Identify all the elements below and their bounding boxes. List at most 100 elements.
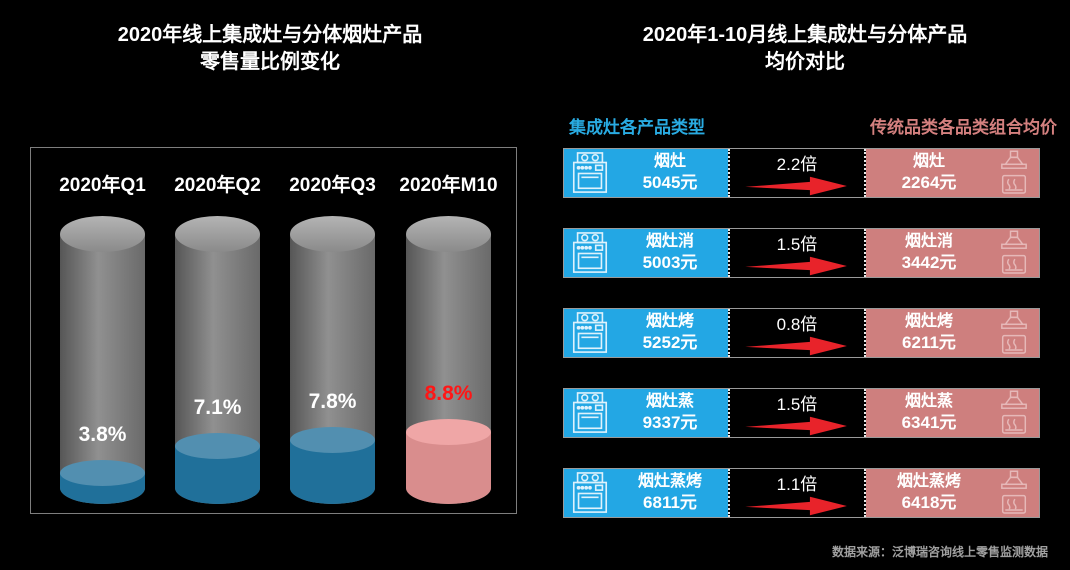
comparison-row: 烟灶烤 5252元 0.8倍 烟灶烤 6211元: [563, 308, 1040, 358]
multiple-cell: 1.5倍: [728, 229, 866, 277]
traditional-product-cell: 烟灶烤 6211元: [866, 309, 1039, 357]
traditional-product-price: 6418元: [901, 493, 957, 513]
traditional-product-price: 6211元: [902, 333, 956, 353]
bar-category-label: 2020年M10: [399, 175, 498, 196]
cylinder-fill: [60, 460, 145, 504]
integrated-column-header: 集成灶各产品类型: [569, 118, 705, 137]
cylinder-fill: [406, 419, 491, 504]
multiple-label: 0.8倍: [776, 314, 818, 334]
left-chart-title-line1: 2020年线上集成灶与分体烟灶产品: [117, 24, 423, 46]
multiple-cell: 0.8倍: [728, 309, 866, 357]
fill-top: [175, 433, 260, 459]
cylinder-top: [175, 216, 260, 252]
cylinder-m10: 8.8%: [406, 216, 491, 504]
hood-stove-icon: [992, 150, 1036, 196]
multiple-cell: 1.1倍: [728, 469, 866, 517]
cylinder-top: [60, 216, 145, 252]
cylinder-chart: 2020年Q1 3.8% 2020年Q2 7.1% 2020年Q3: [30, 147, 517, 514]
bar-value-label: 7.8%: [308, 390, 357, 413]
cylinder-top: [290, 216, 375, 252]
integrated-product-price: 6811元: [643, 493, 697, 513]
hood-stove-icon: [992, 390, 1036, 436]
integrated-stove-icon: [568, 471, 612, 515]
bar-value-label: 8.8%: [424, 382, 473, 405]
cylinder-q3: 7.8%: [290, 216, 375, 504]
bar-category-label: 2020年Q3: [289, 175, 376, 196]
traditional-product-cell: 烟灶消 3442元: [866, 229, 1039, 277]
traditional-product-name: 烟灶: [912, 153, 945, 171]
integrated-product-price: 5003元: [642, 253, 698, 273]
multiple-cell: 1.5倍: [728, 389, 866, 437]
bar-category-label: 2020年Q1: [59, 175, 146, 196]
arrow-right-icon: [745, 414, 849, 438]
traditional-column-header: 传统品类各品类组合均价: [870, 118, 1057, 137]
fill-top: [60, 460, 145, 486]
left-chart-title-line2: 零售量比例变化: [200, 51, 340, 73]
comparison-row: 烟灶蒸烤 6811元 1.1倍 烟灶蒸烤 6418元: [563, 468, 1040, 518]
hood-stove-icon: [992, 310, 1036, 356]
right-panel-title-line1: 2020年1-10月线上集成灶与分体产品: [642, 24, 968, 46]
data-source-note: 数据来源：泛博瑞咨询线上零售监测数据: [831, 545, 1048, 559]
traditional-product-cell: 烟灶蒸烤 6418元: [866, 469, 1039, 517]
integrated-stove-icon: [568, 231, 612, 275]
integrated-product-name: 烟灶蒸烤: [637, 473, 702, 491]
hood-stove-icon: [992, 230, 1036, 276]
fill-top: [406, 419, 491, 445]
multiple-label: 1.5倍: [776, 394, 818, 414]
traditional-product-name: 烟灶蒸烤: [896, 473, 961, 491]
bar-category-label: 2020年Q2: [174, 175, 261, 196]
left-chart-title: 2020年线上集成灶与分体烟灶产品 零售量比例变化: [0, 22, 540, 76]
comparison-row: 烟灶消 5003元 1.5倍 烟灶消 3442元: [563, 228, 1040, 278]
arrow-right-icon: [745, 334, 849, 358]
traditional-product-cell: 烟灶 2264元: [866, 149, 1039, 197]
integrated-product-cell: 烟灶消 5003元: [564, 229, 728, 277]
bar-group-m10: 2020年M10 8.8%: [391, 148, 506, 504]
fill-top: [290, 427, 375, 453]
traditional-product-price: 3442元: [901, 253, 957, 273]
comparison-row: 烟灶 5045元 2.2倍 烟灶 2264元: [563, 148, 1040, 198]
multiple-label: 1.5倍: [776, 234, 818, 254]
traditional-product-cell: 烟灶蒸 6341元: [866, 389, 1039, 437]
arrow-right-icon: [745, 494, 849, 518]
integrated-product-price: 5252元: [642, 333, 698, 353]
right-panel-title: 2020年1-10月线上集成灶与分体产品 均价对比: [540, 22, 1070, 76]
cylinder-top: [406, 216, 491, 252]
cylinder-q1: 3.8%: [60, 216, 145, 504]
integrated-product-name: 烟灶蒸: [645, 393, 694, 411]
bar-group-q1: 2020年Q1 3.8%: [45, 148, 160, 504]
integrated-product-price: 9337元: [642, 413, 698, 433]
integrated-product-price: 5045元: [642, 173, 698, 193]
cylinder-fill: [290, 427, 375, 504]
cylinder-q2: 7.1%: [175, 216, 260, 504]
column-headers: 集成灶各产品类型 传统品类各品类组合均价: [563, 113, 1057, 138]
bar-group-q2: 2020年Q2 7.1%: [160, 148, 275, 504]
hood-stove-icon: [992, 470, 1036, 516]
integrated-product-name: 烟灶烤: [645, 313, 694, 331]
multiple-label: 2.2倍: [776, 154, 818, 174]
right-panel-title-line2: 均价对比: [765, 51, 845, 73]
multiple-cell: 2.2倍: [728, 149, 866, 197]
integrated-product-cell: 烟灶 5045元: [564, 149, 728, 197]
bar-group-q3: 2020年Q3 7.8%: [275, 148, 390, 504]
bar-value-label: 3.8%: [78, 423, 127, 446]
integrated-product-cell: 烟灶蒸烤 6811元: [564, 469, 728, 517]
integrated-stove-icon: [568, 151, 612, 195]
comparison-row: 烟灶蒸 9337元 1.5倍 烟灶蒸 6341元: [563, 388, 1040, 438]
traditional-product-price: 2264元: [901, 173, 957, 193]
integrated-product-name: 烟灶消: [645, 233, 694, 251]
traditional-product-name: 烟灶蒸: [904, 393, 953, 411]
bar-value-label: 7.1%: [193, 396, 242, 419]
arrow-right-icon: [745, 254, 849, 278]
cylinder-body: [60, 234, 145, 504]
traditional-product-name: 烟灶消: [904, 233, 953, 251]
traditional-product-name: 烟灶烤: [904, 313, 953, 331]
integrated-stove-icon: [568, 311, 612, 355]
integrated-product-cell: 烟灶烤 5252元: [564, 309, 728, 357]
cylinder-fill: [175, 433, 260, 504]
integrated-stove-icon: [568, 391, 612, 435]
integrated-product-name: 烟灶: [653, 153, 686, 171]
arrow-right-icon: [745, 174, 849, 198]
traditional-product-price: 6341元: [901, 413, 957, 433]
multiple-label: 1.1倍: [776, 474, 818, 494]
